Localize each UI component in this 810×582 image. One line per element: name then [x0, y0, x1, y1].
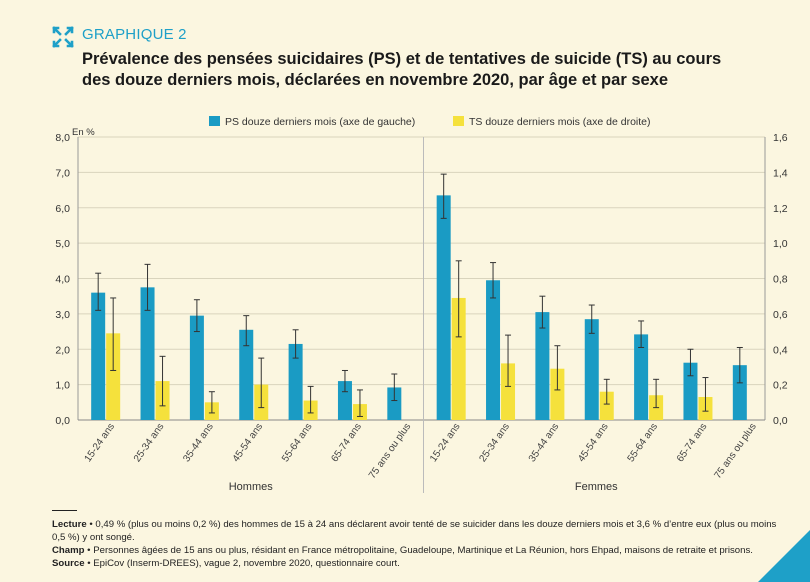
x-tick-label: 45-54 ans: [576, 421, 611, 464]
bar-ps: [535, 312, 550, 420]
bar-ps: [634, 334, 649, 420]
note-source-text: EpiCov (Inserm-DREES), vague 2, novembre…: [93, 558, 400, 569]
bar-ps: [732, 365, 747, 420]
note-lecture: Lecture • 0,49 % (plus ou moins 0,2 %) d…: [52, 519, 777, 543]
x-tick-label: 45-54 ans: [231, 421, 266, 464]
bar-ps: [584, 319, 599, 420]
bar-ps: [337, 381, 352, 420]
note-champ-text: Personnes âgées de 15 ans ou plus, résid…: [93, 545, 753, 556]
bar-ps: [486, 280, 501, 420]
bar-ps: [288, 343, 303, 420]
note-champ: Champ • Personnes âgées de 15 ans ou plu…: [52, 545, 753, 556]
y-unit-label: En %: [72, 127, 95, 138]
chart-title: Prévalence des pensées suicidaires (PS) …: [82, 50, 722, 89]
y-tick-right: 0,2: [773, 380, 788, 392]
y-tick-right: 0,6: [773, 309, 788, 321]
bar-ps: [387, 387, 402, 420]
bar-ts: [501, 363, 516, 420]
y-tick-left: 0,0: [55, 415, 70, 427]
legend-label-ps: PS douze derniers mois (axe de gauche): [225, 116, 415, 128]
legend-swatch-ts: [453, 116, 464, 126]
y-tick-left: 7,0: [55, 167, 70, 179]
legend-swatch-ps: [209, 116, 220, 126]
note-lecture-label: Lecture: [52, 519, 87, 530]
note-champ-label: Champ: [52, 545, 85, 556]
x-tick-label: 15-24 ans: [428, 421, 463, 464]
bar-ps: [436, 195, 451, 420]
bar-ts: [550, 368, 565, 420]
y-tick-left: 3,0: [55, 309, 70, 321]
y-tick-right: 0,8: [773, 274, 788, 286]
bar-ps: [239, 329, 254, 420]
bar-chart: 0,0 0,0 1,0 0,2 2,0 0,4 3,0 0,6 4,0 0,8 5,0 1,0 6,0 1…: [55, 116, 788, 493]
x-tick-label: 35-44 ans: [527, 421, 562, 464]
note-source-label: Source: [52, 558, 85, 569]
bar-ps: [140, 287, 155, 420]
y-tick-left: 1,0: [55, 380, 70, 392]
group-label: Hommes: [229, 481, 274, 493]
notes-separator: [52, 510, 77, 511]
y-tick-right: 1,0: [773, 238, 788, 250]
x-tick-label: 35-44 ans: [181, 421, 216, 464]
x-tick-label: 65-74 ans: [675, 421, 710, 464]
note-lecture-text: 0,49 % (plus ou moins 0,2 %) des hommes …: [52, 519, 777, 543]
bar-ps: [683, 362, 698, 420]
x-tick-label: 25-34 ans: [477, 421, 512, 464]
y-tick-left: 6,0: [55, 203, 70, 215]
x-tick-label: 75 ans ou plus: [367, 421, 413, 481]
corner-decoration: [758, 530, 810, 582]
x-tick-label: 55-64 ans: [280, 421, 315, 464]
bar-ts: [451, 297, 466, 420]
x-tick-label: 15-24 ans: [83, 421, 118, 464]
x-tick-label: 55-64 ans: [626, 421, 661, 464]
bar-ts: [599, 391, 614, 420]
bar-ps: [91, 292, 106, 420]
x-tick-label: 25-34 ans: [132, 421, 167, 464]
x-tick-label: 65-74 ans: [329, 421, 364, 464]
group-label: Femmes: [575, 481, 618, 493]
y-tick-left: 4,0: [55, 274, 70, 286]
y-tick-left: 2,0: [55, 344, 70, 356]
y-tick-left: 5,0: [55, 238, 70, 250]
bar-ps: [189, 315, 204, 420]
expand-icon: [52, 26, 74, 48]
y-tick-left: 8,0: [55, 132, 70, 144]
y-tick-right: 1,6: [773, 132, 788, 144]
y-tick-right: 0,4: [773, 344, 788, 356]
figure-label: GRAPHIQUE 2: [82, 26, 187, 43]
notes-block: Lecture • 0,49 % (plus ou moins 0,2 %) d…: [52, 518, 792, 570]
legend-label-ts: TS douze derniers mois (axe de droite): [469, 116, 651, 128]
x-tick-label: 75 ans ou plus: [712, 421, 758, 481]
y-tick-right: 1,2: [773, 203, 788, 215]
y-tick-right: 0,0: [773, 415, 788, 427]
bar-ts: [106, 333, 121, 420]
note-source: Source • EpiCov (Inserm-DREES), vague 2,…: [52, 558, 400, 569]
y-tick-right: 1,4: [773, 167, 788, 179]
